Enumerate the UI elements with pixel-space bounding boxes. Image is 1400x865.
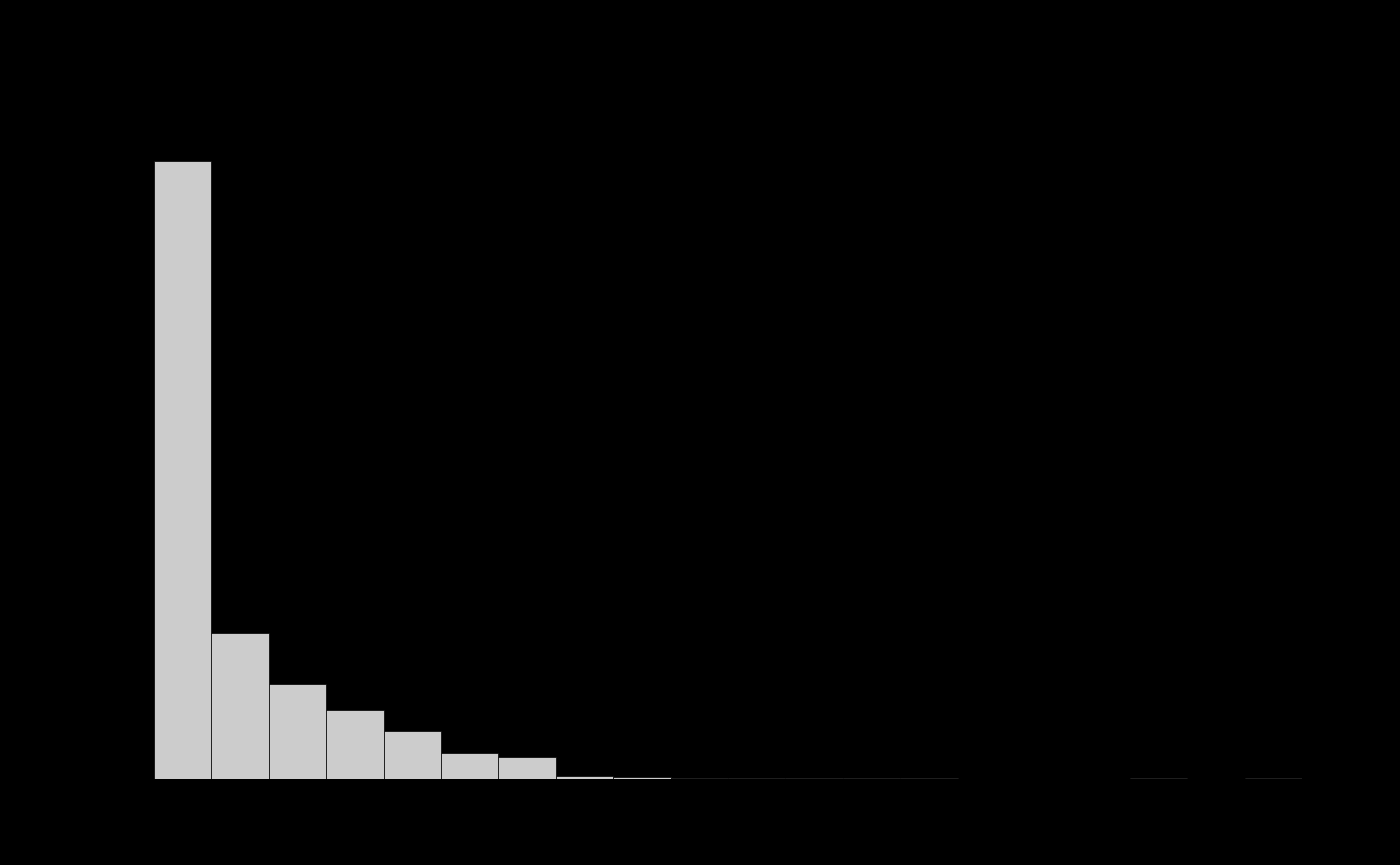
Bar — [269, 684, 326, 778]
Bar — [211, 632, 269, 778]
Bar — [384, 731, 441, 778]
Bar — [154, 161, 211, 778]
Bar — [613, 777, 671, 778]
Bar — [441, 753, 498, 778]
Bar — [326, 710, 384, 778]
Bar — [498, 757, 556, 778]
Bar — [556, 776, 613, 778]
